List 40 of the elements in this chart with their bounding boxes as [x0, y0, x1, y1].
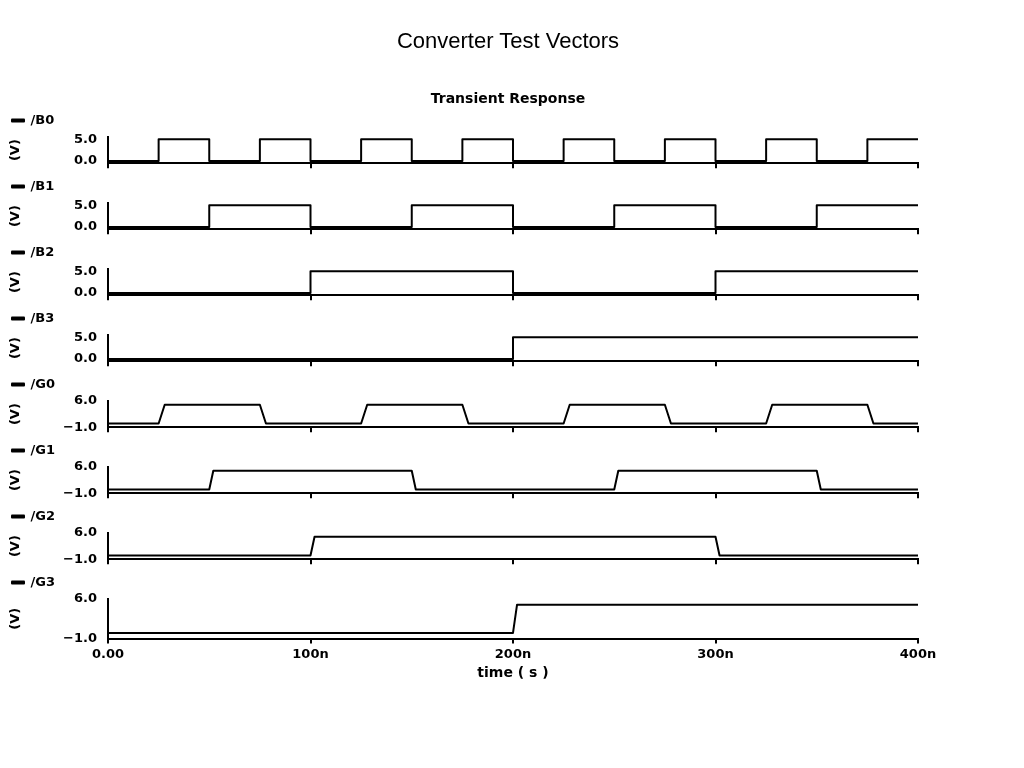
legend-label: /B3 — [30, 309, 55, 325]
y-axis-title: (V) — [7, 403, 23, 426]
legend-label: /B2 — [30, 243, 55, 259]
x-tick-label: 400n — [899, 645, 937, 661]
y-tick-label: 0.0 — [73, 284, 97, 300]
x-tick-label: 100n — [292, 645, 329, 661]
y-tick-label: −1.0 — [63, 629, 97, 645]
y-axis-title: (V) — [7, 271, 23, 294]
x-axis-title: time ( s ) — [477, 664, 549, 681]
legend-label: /B1 — [30, 177, 55, 193]
y-tick-label: 6.0 — [73, 524, 97, 540]
y-tick-label: −1.0 — [63, 418, 97, 434]
y-axis-title: (V) — [7, 139, 23, 162]
legend-label: /G0 — [30, 375, 55, 391]
y-tick-label: −1.0 — [63, 550, 97, 566]
x-tick-label: 300n — [697, 645, 734, 661]
y-tick-label: 0.0 — [73, 152, 97, 168]
y-axis-title: (V) — [7, 205, 23, 228]
y-tick-label: 6.0 — [73, 590, 97, 606]
y-tick-label: 5.0 — [73, 130, 97, 146]
legend-label: /G3 — [30, 573, 55, 589]
chart-title: Converter Test Vectors — [395, 28, 621, 54]
legend-label: /G2 — [30, 507, 55, 523]
y-tick-label: 0.0 — [73, 218, 97, 234]
y-axis-title: (V) — [7, 469, 23, 492]
y-axis-title: (V) — [7, 607, 23, 630]
y-tick-label: 0.0 — [73, 350, 97, 366]
y-tick-label: 6.0 — [73, 458, 97, 474]
chart-subtitle: Transient Response — [429, 90, 587, 106]
y-tick-label: 6.0 — [73, 392, 97, 408]
y-axis-title: (V) — [7, 535, 23, 558]
y-tick-label: −1.0 — [63, 484, 97, 500]
y-tick-label: 5.0 — [73, 328, 97, 344]
y-axis-title: (V) — [7, 337, 23, 360]
y-tick-label: 5.0 — [73, 196, 97, 212]
legend-label: /B0 — [30, 111, 55, 127]
legend-label: /G1 — [30, 441, 55, 457]
x-tick-label: 0.00 — [91, 645, 125, 661]
y-tick-label: 5.0 — [73, 262, 97, 278]
x-tick-label: 200n — [494, 645, 532, 661]
